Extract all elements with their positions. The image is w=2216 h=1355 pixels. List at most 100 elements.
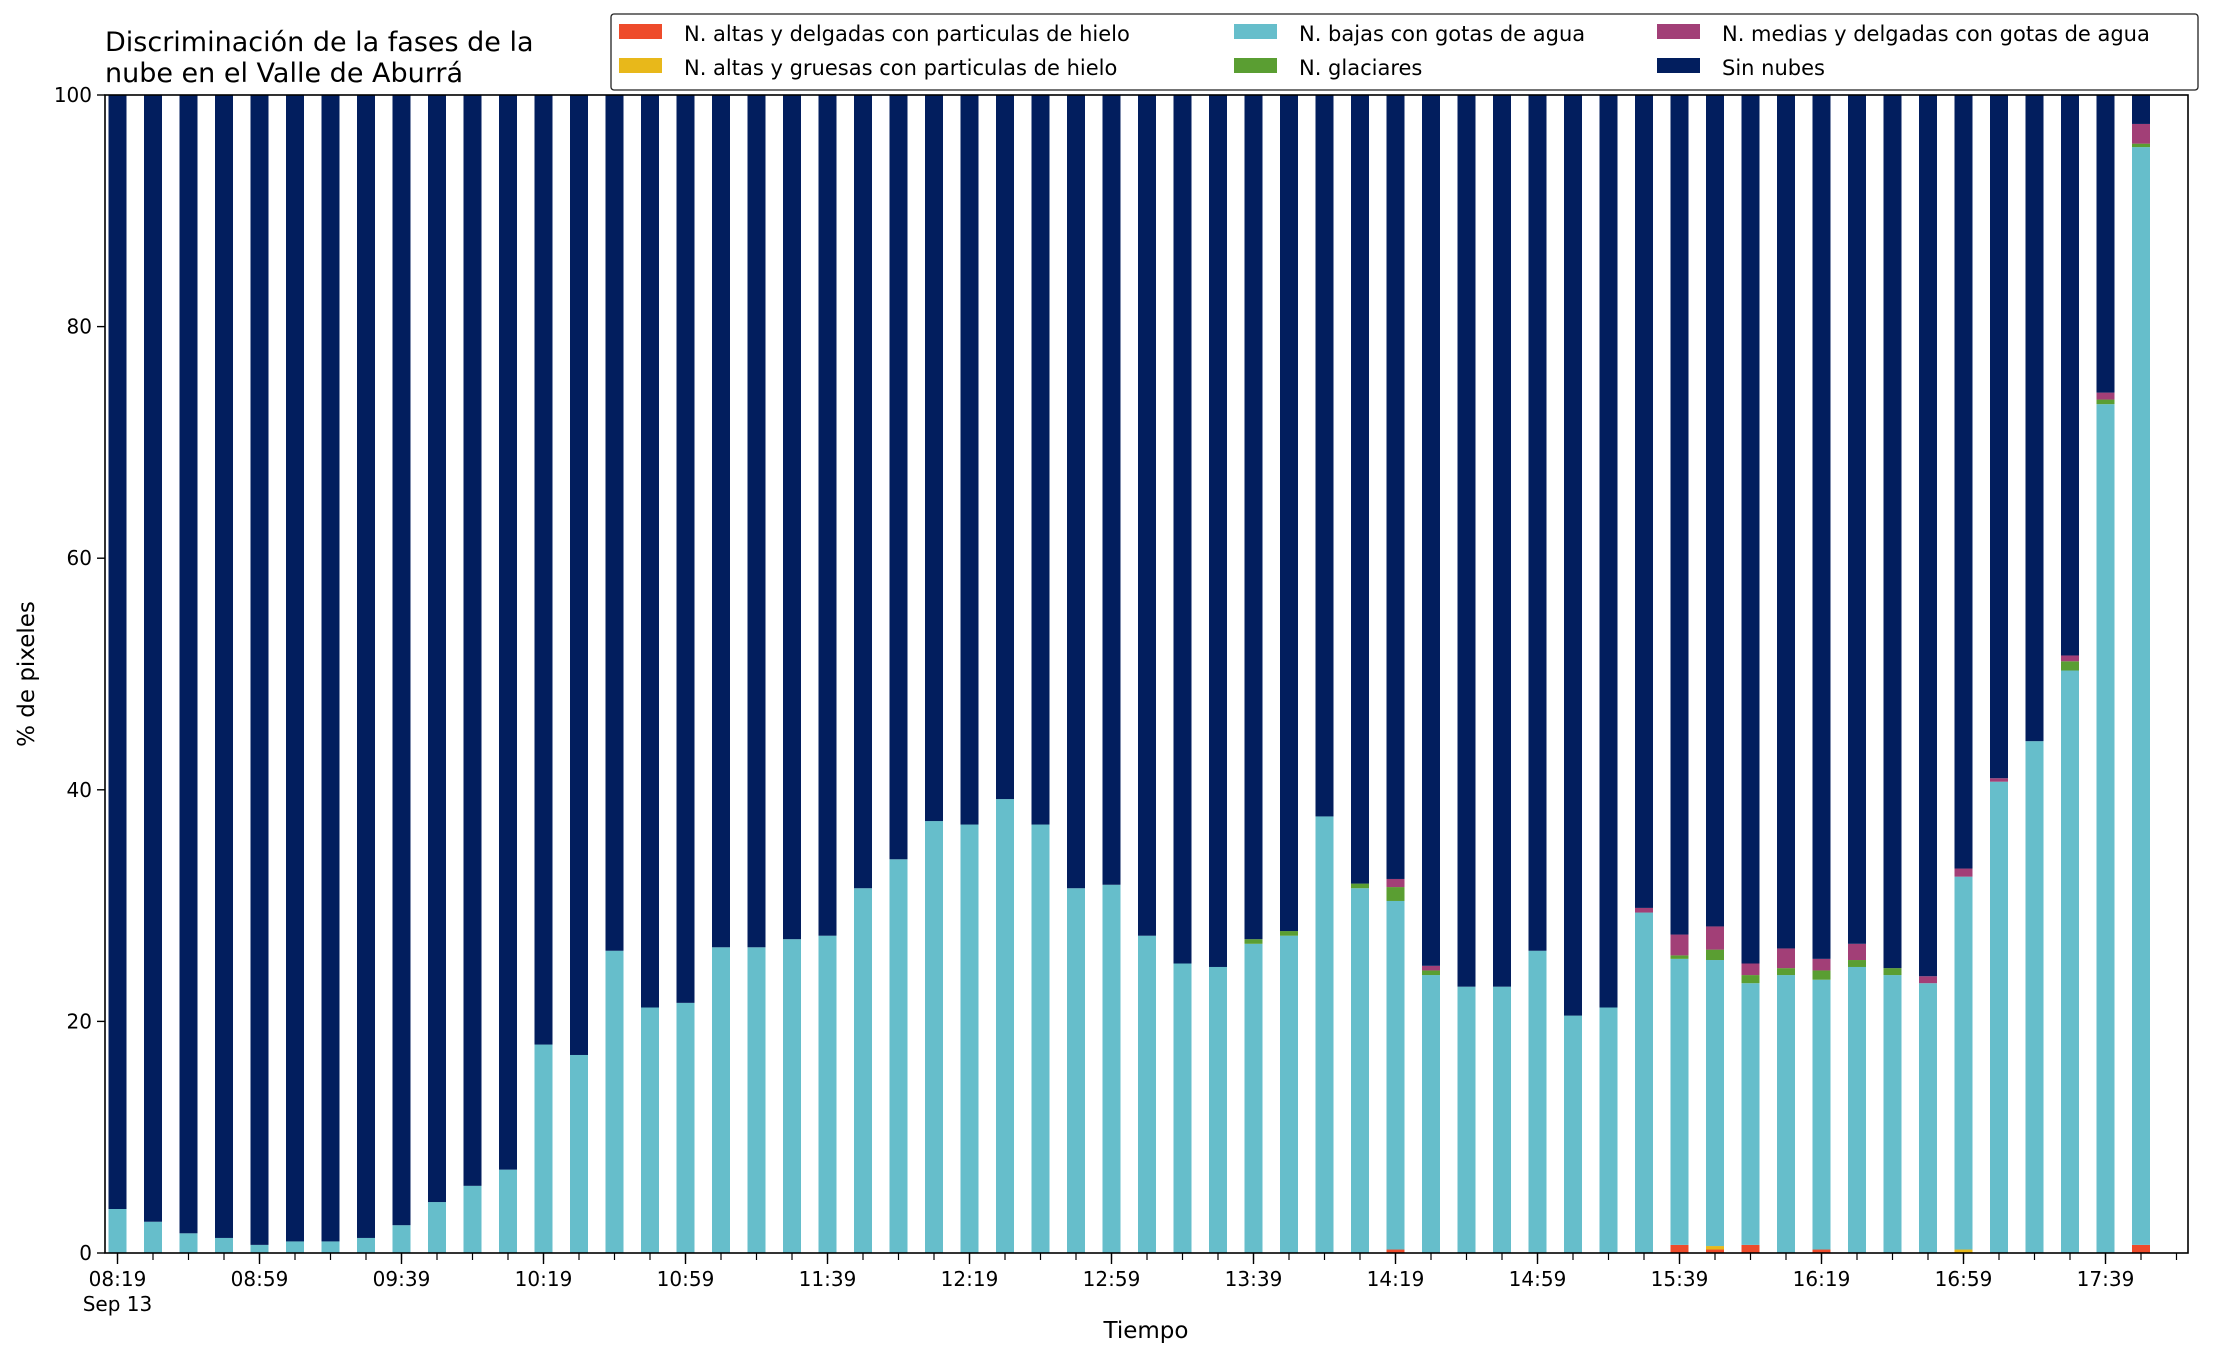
bar-segment-5-25 bbox=[996, 95, 1014, 800]
bar-segment-5-1 bbox=[144, 95, 162, 1222]
bar-segment-2-8 bbox=[392, 1225, 411, 1253]
bar-segment-5-47 bbox=[1777, 95, 1795, 949]
bar-segment-5-37 bbox=[1422, 95, 1440, 966]
bar-segment-2-48 bbox=[1812, 979, 1831, 1250]
bar-segment-2-49 bbox=[1848, 966, 1866, 1253]
bar-segment-4-37 bbox=[1422, 965, 1440, 971]
y-tick-label: 20 bbox=[67, 1009, 92, 1033]
bar-segment-5-48 bbox=[1812, 95, 1831, 959]
x-tick-label: 10:19 bbox=[515, 1267, 573, 1291]
y-tick-label: 0 bbox=[79, 1241, 92, 1265]
bar-segment-2-42 bbox=[1599, 1007, 1618, 1253]
bar-segment-2-9 bbox=[428, 1202, 446, 1253]
bar-segment-2-36 bbox=[1386, 900, 1405, 1250]
bar-segment-2-13 bbox=[570, 1054, 588, 1253]
legend: N. altas y delgadas con particulas de hi… bbox=[610, 13, 2199, 91]
bar-segment-4-55 bbox=[2061, 655, 2079, 662]
bar-segment-5-27 bbox=[1067, 95, 1085, 889]
bar-segment-2-19 bbox=[783, 939, 801, 1253]
x-tick-label: 16:19 bbox=[1793, 1267, 1851, 1291]
bar-segment-5-28 bbox=[1102, 95, 1121, 885]
bars-group bbox=[108, 95, 2150, 1253]
bar-segment-5-36 bbox=[1386, 95, 1405, 879]
bar-segment-2-39 bbox=[1493, 986, 1511, 1253]
bar-segment-2-1 bbox=[144, 1221, 162, 1253]
bar-segment-5-51 bbox=[1919, 95, 1937, 977]
bar-segment-5-38 bbox=[1457, 95, 1476, 987]
x-tick-label: 15:39 bbox=[1651, 1267, 1709, 1291]
bar-segment-5-34 bbox=[1315, 95, 1334, 817]
bar-segment-5-31 bbox=[1209, 95, 1227, 967]
bar-segment-4-49 bbox=[1848, 943, 1866, 961]
bar-segment-5-55 bbox=[2061, 95, 2079, 656]
legend-box bbox=[610, 13, 2199, 91]
bar-segment-1-45 bbox=[1706, 1246, 1724, 1250]
bar-segment-5-29 bbox=[1138, 95, 1156, 936]
bar-segment-5-24 bbox=[960, 95, 979, 825]
x-tick-label: 13:39 bbox=[1225, 1267, 1283, 1291]
x-tick-label: 12:59 bbox=[1083, 1267, 1141, 1291]
bar-segment-2-28 bbox=[1102, 884, 1121, 1253]
bar-segment-2-51 bbox=[1919, 983, 1937, 1253]
bar-segment-3-46 bbox=[1741, 975, 1760, 984]
legend-swatch-5 bbox=[1657, 58, 1700, 73]
bar-segment-2-43 bbox=[1635, 912, 1653, 1253]
bar-segment-5-45 bbox=[1706, 95, 1724, 927]
bar-segment-4-52 bbox=[1954, 868, 1973, 877]
bar-segment-5-3 bbox=[215, 95, 233, 1238]
bar-segment-2-34 bbox=[1315, 816, 1334, 1253]
legend-label-3: N. glaciares bbox=[1299, 56, 1422, 80]
bar-segment-2-56 bbox=[2096, 404, 2115, 1253]
bar-segment-2-57 bbox=[2132, 147, 2150, 1245]
bar-segment-5-41 bbox=[1564, 95, 1582, 1016]
y-tick-label: 40 bbox=[67, 778, 92, 802]
bar-segment-3-49 bbox=[1848, 960, 1866, 967]
plot-frame bbox=[104, 94, 2189, 1254]
bar-segment-3-35 bbox=[1351, 883, 1369, 889]
bar-segment-2-10 bbox=[463, 1185, 482, 1253]
bar-segment-2-25 bbox=[996, 799, 1014, 1253]
bar-segment-4-51 bbox=[1919, 976, 1937, 984]
legend-label-5: Sin nubes bbox=[1722, 56, 1825, 80]
bar-segment-5-0 bbox=[108, 95, 127, 1209]
bar-segment-2-16 bbox=[676, 1002, 695, 1253]
chart-title-line-2: nube en el Valle de Aburrá bbox=[105, 58, 463, 89]
x-tick-label: 16:59 bbox=[1935, 1267, 1993, 1291]
bar-segment-2-55 bbox=[2061, 670, 2079, 1253]
bar-segment-2-7 bbox=[357, 1237, 375, 1253]
bar-segment-5-33 bbox=[1280, 95, 1298, 932]
bar-segment-2-3 bbox=[215, 1237, 233, 1253]
bar-segment-2-21 bbox=[854, 888, 872, 1253]
bar-segment-5-7 bbox=[357, 95, 375, 1238]
bar-segment-2-41 bbox=[1564, 1015, 1582, 1253]
bar-segment-2-6 bbox=[321, 1241, 340, 1253]
bar-segment-2-45 bbox=[1706, 960, 1724, 1247]
legend-swatch-4 bbox=[1657, 24, 1700, 39]
legend-swatch-1 bbox=[619, 58, 662, 73]
x-tick-label: 14:19 bbox=[1367, 1267, 1425, 1291]
bar-segment-5-42 bbox=[1599, 95, 1618, 1008]
bar-segment-2-46 bbox=[1741, 983, 1760, 1245]
bar-segment-4-36 bbox=[1386, 878, 1405, 888]
x-axis-label: Tiempo bbox=[1103, 1318, 1189, 1344]
x-tick-label: 11:39 bbox=[799, 1267, 857, 1291]
bar-segment-5-17 bbox=[712, 95, 730, 948]
bar-segment-5-57 bbox=[2132, 95, 2150, 124]
bar-segment-5-13 bbox=[570, 95, 588, 1055]
bar-segment-2-52 bbox=[1954, 876, 1973, 1250]
bar-segment-5-54 bbox=[2025, 95, 2044, 742]
bar-segment-3-56 bbox=[2096, 399, 2115, 405]
legend-swatch-0 bbox=[619, 24, 662, 39]
bar-segment-5-32 bbox=[1244, 95, 1263, 940]
x-tick-sublabel: Sep 13 bbox=[83, 1292, 153, 1316]
bar-segment-5-6 bbox=[321, 95, 340, 1242]
y-ticks-group: 0 20 40 60 80 100 bbox=[54, 83, 105, 1265]
bar-segment-4-53 bbox=[1990, 778, 2008, 782]
bar-segment-5-39 bbox=[1493, 95, 1511, 987]
bar-segment-2-53 bbox=[1990, 781, 2008, 1253]
bar-segment-5-56 bbox=[2096, 95, 2115, 393]
x-tick-label: 12:19 bbox=[941, 1267, 999, 1291]
bar-segment-5-22 bbox=[889, 95, 908, 860]
